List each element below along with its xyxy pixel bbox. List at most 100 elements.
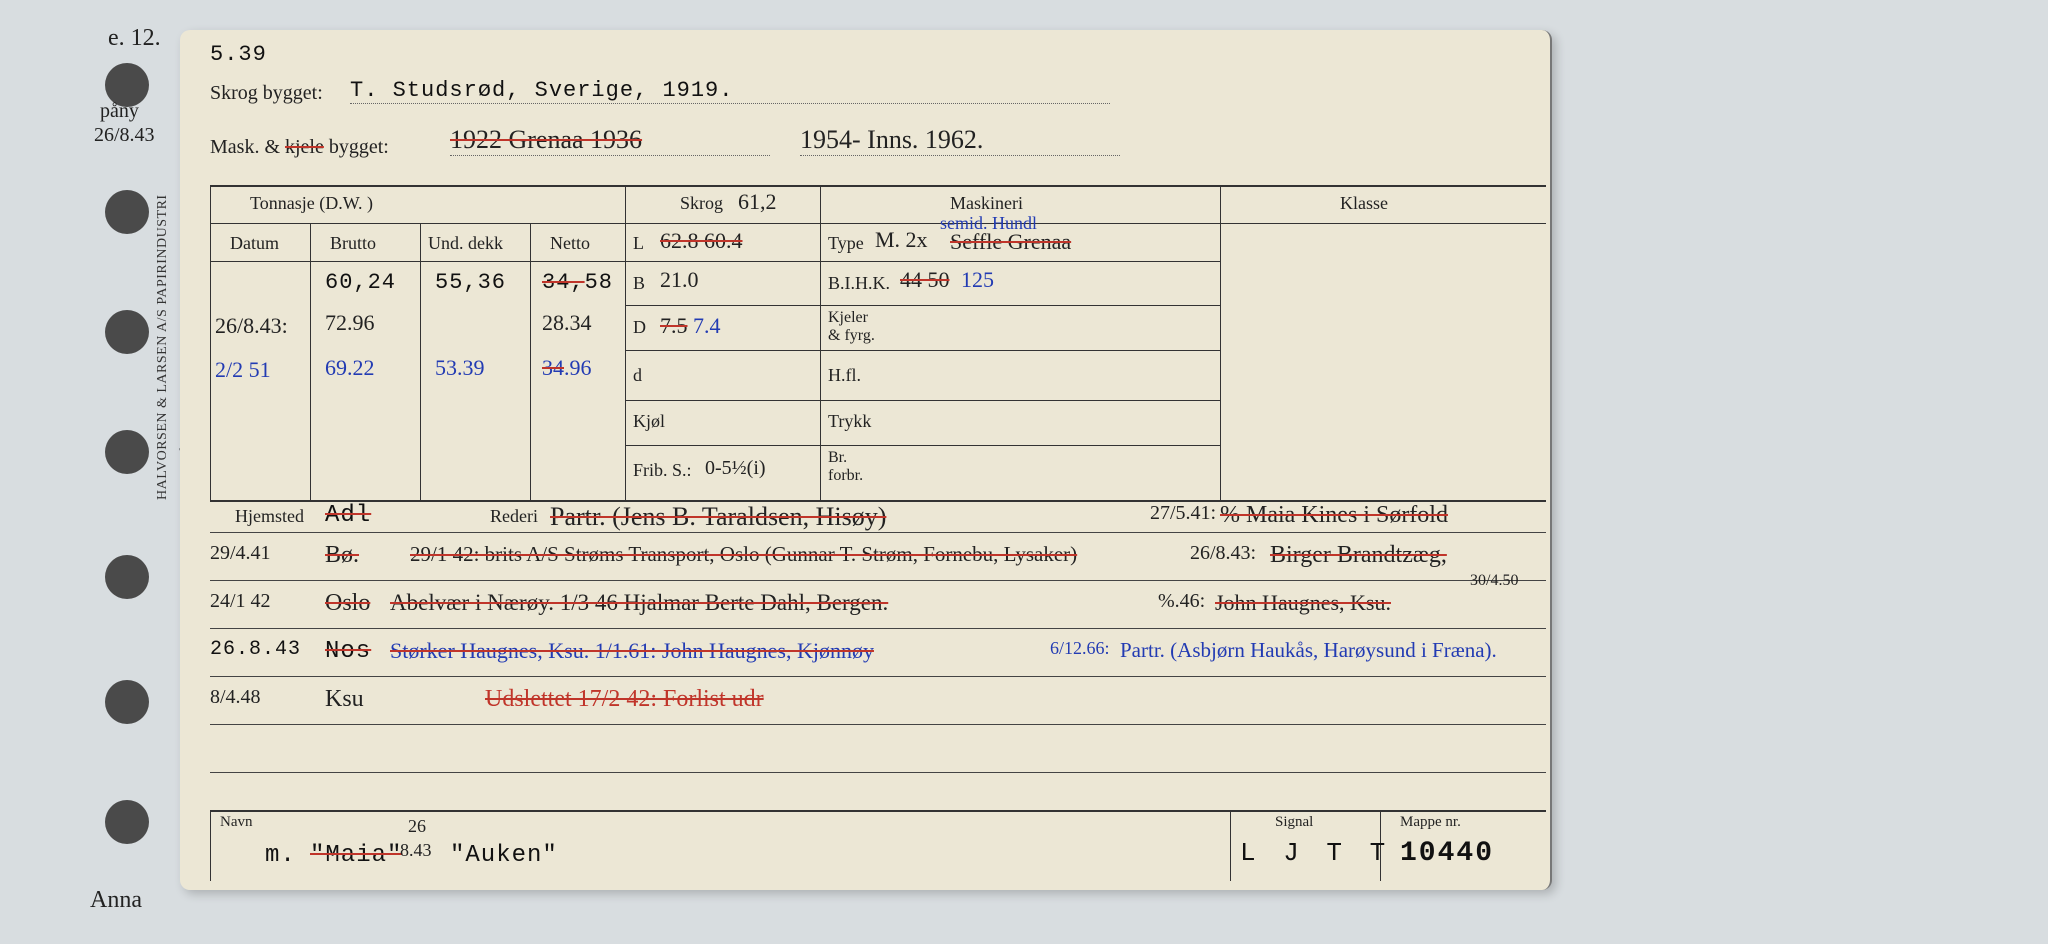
skrog-61: 61,2 <box>738 189 777 215</box>
margin-note-1: e. 12. <box>108 25 161 52</box>
label-signal: Signal <box>1275 814 1313 831</box>
row1-sted: Adl <box>325 502 371 529</box>
row1-rederi: Partr. (Jens B. Taraldsen, Hisøy) <box>550 502 886 532</box>
row4-sted: Nos <box>325 638 371 665</box>
row3-tail: John Haugnes, Ksu. <box>1215 590 1391 616</box>
name-prefix: m. <box>265 842 296 869</box>
label-maskineri: Maskineri <box>950 193 1023 214</box>
skrog-value: T. Studsrød, Sverige, 1919. <box>350 78 1110 104</box>
label-tonnasje: Tonnasje (D.W. ) <box>250 193 373 214</box>
bihk-struck: 44 50 <box>900 267 950 292</box>
data-grid: Tonnasje (D.W. ) Datum Brutto Und. dekk … <box>210 185 1546 500</box>
row5-sted: Ksu <box>325 686 364 713</box>
label-netto: Netto <box>550 233 590 254</box>
r2-netto: 28.34 <box>542 310 592 336</box>
B-val: 21.0 <box>660 267 699 293</box>
label-hjemsted: Hjemsted <box>235 506 304 527</box>
row3-rederi: Abelvær i Nærøy. 1/3 46 Hjalmar Berte Da… <box>390 590 888 616</box>
L-struck: 62.8 60.4 <box>660 228 743 254</box>
mask-hand-years: 1954- Inns. 1962. <box>800 125 1120 156</box>
label-unddekk: Und. dekk <box>428 233 503 254</box>
label-bihk: B.I.H.K. <box>828 273 890 294</box>
label-brforbr: Br. forbr. <box>828 449 863 485</box>
margin-note-3: 26/8.43 <box>94 124 155 147</box>
label-L: L <box>633 233 644 254</box>
scan-background: e. 12. påny 26/8.43 Anna HALVORSEN & LAR… <box>0 0 2048 944</box>
row3-taildate: %.46: <box>1158 590 1205 613</box>
index-card: 5.39 Skrog bygget: T. Studsrød, Sverige,… <box>180 30 1552 890</box>
label-datum: Datum <box>230 233 279 254</box>
side-text-company: HALVORSEN & LARSEN A/S PAPIRINDUSTRI <box>155 194 171 500</box>
skrog-label: Skrog bygget: <box>210 82 323 105</box>
row2-tail: Birger Brandtzæg, <box>1270 542 1447 569</box>
mask-struck-years: 1922 Grenaa 1936 <box>450 125 770 156</box>
name-date-top: 26 <box>408 816 426 837</box>
row4-taildate: 6/12.66: <box>1050 638 1110 659</box>
mask-label-1: Mask. & <box>210 136 280 158</box>
name-struck: "Maia" <box>310 842 402 869</box>
label-hfl: H.fl. <box>828 365 861 386</box>
mask-struck-kjele: kjele <box>285 136 324 158</box>
r2-brutto: 72.96 <box>325 310 375 336</box>
label-d: d <box>633 365 642 386</box>
label-B: B <box>633 273 645 294</box>
r3-datum: 2/2 51 <box>215 357 271 383</box>
row2-date: 29/4.41 <box>210 542 271 565</box>
r1-brutto: 60,24 <box>325 270 396 295</box>
row4-tail: Partr. (Asbjørn Haukås, Harøysund i Fræn… <box>1120 638 1497 663</box>
r1-und: 55,36 <box>435 270 506 295</box>
label-skrog: Skrog <box>680 193 723 214</box>
D-new: 7.4 <box>693 313 721 338</box>
punch-hole <box>105 680 149 724</box>
row1-taildate: 27/5.41: <box>1150 502 1216 525</box>
row4-rederi: Størker Haugnes, Ksu. 1/1.61: John Haugn… <box>390 638 874 664</box>
punch-hole <box>105 555 149 599</box>
label-brutto: Brutto <box>330 233 376 254</box>
row3-sted: Oslo <box>325 590 370 617</box>
top-date: 5.39 <box>210 42 267 67</box>
label-rederi: Rederi <box>490 506 538 527</box>
row3-tiny: 30/4.50 <box>1470 572 1518 590</box>
row2-sted: Bø. <box>325 542 359 569</box>
hjemsted-rederi-section: Hjemsted Rederi Adl Partr. (Jens B. Tara… <box>210 500 1546 790</box>
punch-hole <box>105 800 149 844</box>
label-type: Type <box>828 233 864 254</box>
row4-date: 26.8.43 <box>210 638 301 661</box>
punch-hole <box>105 310 149 354</box>
row2-taildate: 26/8.43: <box>1190 542 1256 565</box>
r3-netto-struck: 34 <box>542 355 564 380</box>
mappe-value: 10440 <box>1400 838 1494 869</box>
row5-date: 8/4.48 <box>210 686 261 709</box>
type-struck: Seffle Grenaa <box>950 229 1071 255</box>
r1-netto-struck: 34, <box>542 270 585 295</box>
label-klasse: Klasse <box>1340 193 1388 214</box>
name-main: "Auken" <box>450 842 558 869</box>
bihk-new: 125 <box>961 267 994 292</box>
row1-tail: % Maia Kines i Sørfold <box>1220 502 1448 529</box>
r3-brutto: 69.22 <box>325 355 375 381</box>
label-kjol: Kjøl <box>633 411 665 432</box>
label-navn: Navn <box>220 814 253 831</box>
r3-und: 53.39 <box>435 355 485 381</box>
row2-rederi: 29/1 42: brits A/S Strøms Transport, Osl… <box>410 542 1077 567</box>
bottom-row: Navn m. "Maia" 26 8.43 "Auken" Signal L … <box>210 810 1546 885</box>
D-struck: 7.5 <box>660 313 688 338</box>
name-date-bottom: 8.43 <box>400 840 432 861</box>
margin-note-2: påny <box>100 100 139 123</box>
row3-date: 24/1 42 <box>210 590 271 613</box>
label-kjeler: Kjeler & fyrg. <box>828 309 875 345</box>
label-mappe: Mappe nr. <box>1400 814 1461 831</box>
r2-datum: 26/8.43: <box>215 313 288 339</box>
row5-rederi: Udslettet 17/2 42: Forlist udr <box>485 686 764 713</box>
label-D: D <box>633 317 646 338</box>
r1-netto: 58 <box>585 270 613 295</box>
punch-hole <box>105 430 149 474</box>
r3-netto: .96 <box>564 355 592 380</box>
punch-hole <box>105 190 149 234</box>
type-val: M. 2x <box>875 227 928 253</box>
label-frib: Frib. S.: <box>633 460 692 481</box>
frib-val: 0-5½(i) <box>705 457 766 480</box>
signal-value: L J T T <box>1240 838 1391 868</box>
label-trykk: Trykk <box>828 411 871 432</box>
margin-anna: Anna <box>90 887 142 914</box>
